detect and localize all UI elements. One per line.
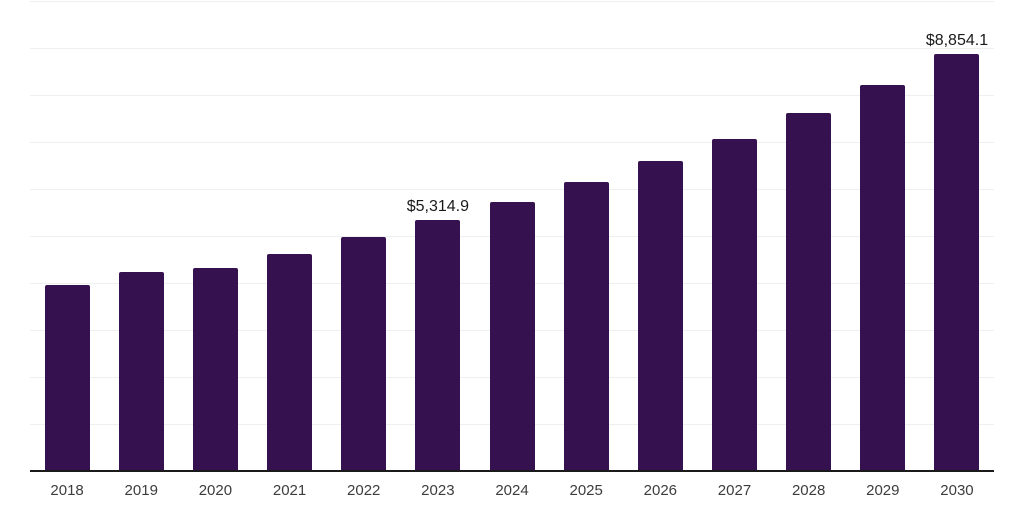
bar-2023 — [415, 220, 461, 470]
bar-value-label-2023: $5,314.9 — [406, 198, 469, 215]
bar-2020 — [192, 268, 238, 470]
x-tick-label-2022: 2022 — [347, 482, 381, 499]
gridline — [30, 142, 994, 143]
bar-value-label-2030: $8,854.1 — [925, 32, 989, 49]
x-axis: 2018 2019 2020 2021 2022 2023 2024 2025 2026 2027… — [30, 483, 994, 498]
bar-slot-2028 — [772, 1, 846, 470]
x-tick-label-2025: 2025 — [569, 482, 603, 499]
gridline — [30, 189, 994, 190]
bar-slot-2027 — [697, 1, 771, 470]
bar-2019 — [118, 272, 164, 470]
bar-slot-2024 — [475, 1, 549, 470]
bar-2026 — [637, 161, 683, 470]
x-tick-label-2029: 2029 — [866, 482, 900, 499]
bar-slot-2019 — [104, 1, 178, 470]
x-tick-label-2027: 2027 — [717, 482, 752, 499]
bar-slot-2022 — [327, 1, 401, 470]
gridline — [30, 1, 994, 2]
bar-2028 — [786, 113, 832, 470]
bar-slot-2023: $5,314.9 — [401, 1, 475, 470]
x-tick-label-2020: 2020 — [198, 482, 233, 499]
bar-2022 — [341, 237, 387, 470]
bar-slot-2018 — [30, 1, 104, 470]
bar-2030 — [934, 54, 980, 470]
x-tick-label-2030: 2030 — [940, 482, 974, 499]
x-tick-label-2018: 2018 — [50, 482, 84, 499]
bar-series: $5,314.9 $8,854.1 — [30, 1, 994, 470]
gridline — [30, 48, 994, 49]
bar-2029 — [860, 85, 906, 470]
plot-area: $5,314.9 $8,854.1 — [30, 1, 994, 472]
x-tick-label-2019: 2019 — [124, 482, 158, 499]
bar-slot-2025 — [549, 1, 623, 470]
bar-slot-2030: $8,854.1 — [920, 1, 994, 470]
bar-2027 — [711, 139, 757, 470]
bar-2025 — [563, 182, 609, 470]
bar-slot-2029 — [846, 1, 920, 470]
x-tick-label-2021: 2021 — [272, 482, 307, 499]
x-tick-label-2024: 2024 — [495, 482, 529, 499]
bar-2021 — [267, 254, 313, 470]
x-tick-label-2023: 2023 — [421, 482, 455, 499]
bar-slot-2020 — [178, 1, 252, 470]
x-tick-label-2028: 2028 — [791, 482, 826, 499]
bar-2024 — [489, 202, 535, 470]
bar-slot-2021 — [252, 1, 326, 470]
x-tick-label-2026: 2026 — [643, 482, 678, 499]
bar-slot-2026 — [623, 1, 697, 470]
bar-2018 — [44, 285, 90, 470]
gridline — [30, 95, 994, 96]
